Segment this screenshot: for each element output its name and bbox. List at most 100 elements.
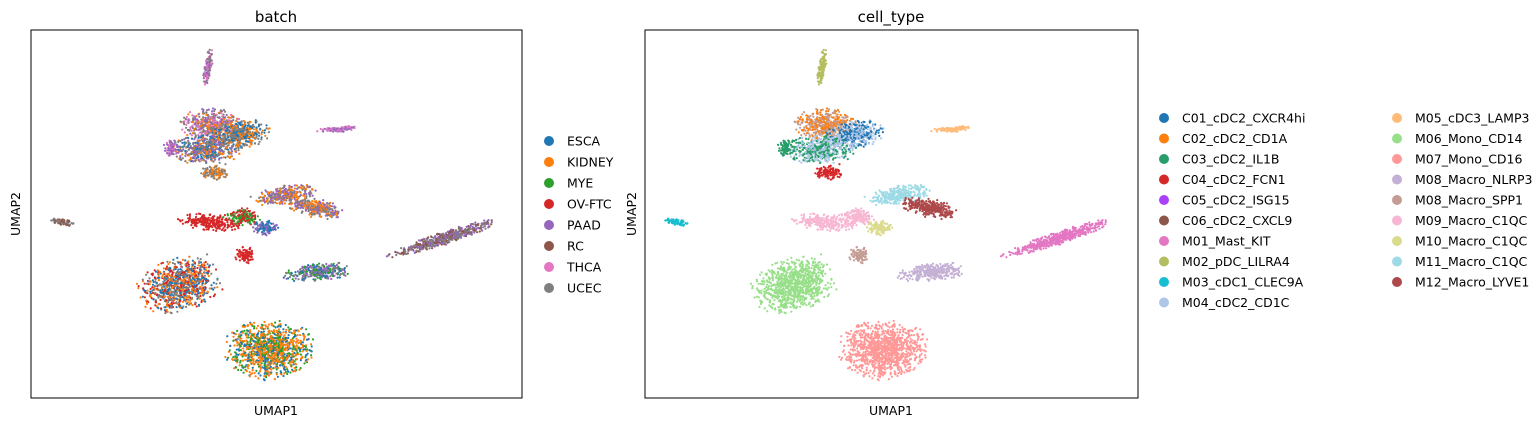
batch-point xyxy=(281,191,285,194)
batch-point xyxy=(225,138,228,141)
batch-point xyxy=(170,304,173,307)
batch-point xyxy=(460,233,463,237)
batch-point xyxy=(284,323,287,327)
batch-point xyxy=(200,159,203,162)
batch-point xyxy=(222,117,225,121)
batch-point xyxy=(338,269,341,273)
batch-point xyxy=(148,277,151,280)
batch-point xyxy=(238,209,241,212)
batch-point xyxy=(257,224,260,227)
batch-point xyxy=(202,118,205,121)
batch-point xyxy=(337,128,340,131)
batch-point xyxy=(198,128,201,131)
batch-point xyxy=(205,111,208,114)
batch-point xyxy=(167,153,170,156)
batch-point xyxy=(207,226,210,229)
batch-point xyxy=(316,210,319,213)
batch-point xyxy=(221,173,224,176)
batch-point xyxy=(246,144,249,147)
batch-point xyxy=(196,218,199,221)
batch-point xyxy=(335,272,338,275)
batch-point xyxy=(245,210,248,213)
batch-point xyxy=(196,297,199,300)
batch-point xyxy=(203,124,206,127)
batch-point xyxy=(293,279,296,282)
batch-point xyxy=(60,218,63,222)
batch-point xyxy=(250,140,253,143)
batch-point xyxy=(400,247,403,250)
batch-title: batch xyxy=(255,8,297,26)
batch-point xyxy=(191,147,194,150)
batch-point xyxy=(404,252,408,256)
batch-point xyxy=(262,231,265,234)
batch-point xyxy=(166,143,169,146)
batch-point xyxy=(229,223,232,226)
batch-point xyxy=(224,129,227,132)
batch-point xyxy=(305,272,308,276)
batch-point xyxy=(210,272,213,275)
batch-point xyxy=(260,138,263,141)
batch-point xyxy=(281,194,285,198)
batch-point xyxy=(336,267,339,270)
batch-point xyxy=(201,281,204,285)
batch-point xyxy=(332,266,335,269)
batch-point xyxy=(222,108,226,112)
batch-point xyxy=(221,125,224,128)
batch-point xyxy=(471,222,474,226)
batch-point xyxy=(242,119,246,123)
batch-point xyxy=(255,222,258,226)
batch-point xyxy=(224,163,227,166)
batch-point xyxy=(183,141,186,144)
batch-point xyxy=(295,184,298,187)
batch-point xyxy=(157,303,160,306)
batch-point xyxy=(171,271,174,274)
batch-point xyxy=(169,296,172,299)
batch-point xyxy=(154,300,157,304)
batch-point xyxy=(300,270,303,273)
batch-point xyxy=(431,247,434,250)
batch-point xyxy=(422,240,425,243)
batch-point xyxy=(215,165,218,168)
batch-point xyxy=(157,263,160,266)
batch-point xyxy=(277,328,281,331)
batch-point xyxy=(180,287,183,291)
batch-point xyxy=(207,144,210,147)
batch-point xyxy=(208,138,211,141)
batch-point xyxy=(451,234,454,237)
batch-point xyxy=(315,201,319,204)
batch-point xyxy=(321,268,324,271)
batch-point xyxy=(225,146,228,149)
batch-point xyxy=(434,244,437,247)
batch-point xyxy=(199,267,202,270)
batch-point xyxy=(215,172,218,176)
batch-point xyxy=(215,221,218,224)
batch-point xyxy=(197,113,200,116)
batch-point xyxy=(330,212,333,215)
batch-point xyxy=(213,123,216,126)
batch-point xyxy=(161,291,164,294)
batch-point xyxy=(205,113,208,116)
batch-point xyxy=(239,221,242,225)
batch-point xyxy=(224,131,227,135)
batch-point xyxy=(321,202,325,205)
batch-point xyxy=(249,125,252,128)
batch-point xyxy=(160,307,163,310)
batch-point xyxy=(290,190,293,194)
batch-point xyxy=(209,129,212,132)
batch-point xyxy=(467,230,471,233)
batch-point xyxy=(334,209,337,212)
batch-point xyxy=(313,266,316,269)
batch-point xyxy=(235,348,238,351)
batch-point xyxy=(243,122,246,126)
batch-point xyxy=(207,108,210,111)
batch-point xyxy=(248,248,251,251)
batch-point xyxy=(214,132,218,135)
batch-point xyxy=(237,144,240,147)
batch-point xyxy=(166,273,170,276)
batch-point xyxy=(328,267,332,270)
batch-point xyxy=(415,241,418,244)
batch-point xyxy=(211,128,214,131)
batch-point xyxy=(322,271,325,274)
batch-point xyxy=(193,144,196,148)
batch-point xyxy=(170,292,173,295)
